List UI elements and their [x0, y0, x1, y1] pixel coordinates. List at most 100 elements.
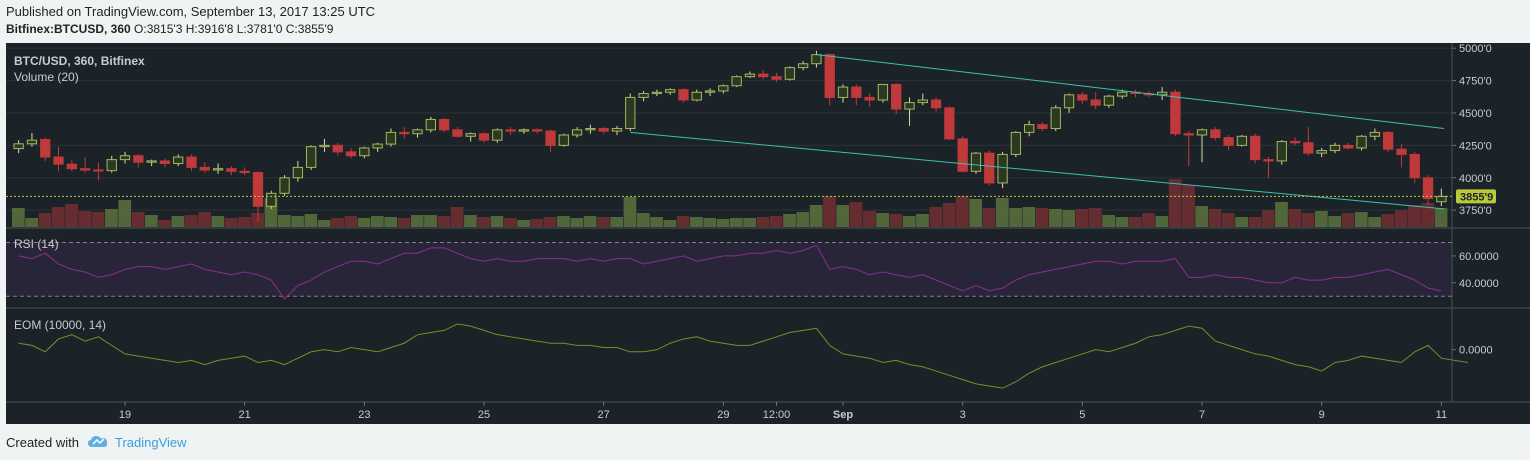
chart-svg[interactable]: BTC/USD, 360, Bitfinex Volume (20) 5000'… — [6, 43, 1530, 424]
volume-bar — [703, 218, 717, 227]
candle-body — [1409, 153, 1420, 179]
time-tick-label: Sep — [833, 409, 853, 421]
volume-bar — [1288, 209, 1302, 227]
candle-body — [585, 128, 596, 131]
volume-bar — [317, 220, 331, 227]
volume-bar — [583, 216, 597, 227]
candle-body — [399, 131, 410, 135]
candle-body — [944, 107, 955, 140]
volume-bar — [876, 213, 889, 227]
rsi-band-lines — [6, 241, 1452, 297]
ohlc-high-label: H: — [185, 22, 198, 36]
volume-bar — [902, 216, 916, 227]
candle-body — [704, 90, 716, 93]
volume-bar — [1208, 209, 1222, 227]
candle-body — [545, 130, 556, 146]
candle-body — [199, 166, 210, 171]
chart-container[interactable]: BTC/USD, 360, Bitfinex Volume (20) 5000'… — [6, 43, 1530, 424]
created-with-label: Created with — [6, 435, 79, 450]
volume-bar — [517, 220, 530, 227]
candle-body — [984, 152, 995, 184]
volume-bar — [1381, 214, 1395, 227]
candle-body — [1117, 91, 1128, 97]
volume-bar — [131, 212, 145, 227]
volume-bar — [410, 215, 424, 227]
time-tick-label: 23 — [358, 409, 370, 421]
eom-tick-label: 0.0000 — [1459, 345, 1493, 357]
volume-bar — [211, 216, 225, 227]
chart-background — [6, 43, 1530, 424]
candle-body — [864, 96, 875, 101]
eom-pane[interactable]: EOM (10000, 14) 0.0000 — [14, 318, 1493, 389]
volume-bar — [1195, 206, 1209, 227]
price-gridlines — [6, 47, 1452, 211]
candle-body — [1422, 177, 1434, 199]
volume-bar — [198, 212, 211, 227]
candle-body — [1316, 150, 1327, 154]
trend-channel — [630, 54, 1445, 210]
volume-bar — [1062, 210, 1076, 227]
candle-body — [598, 128, 609, 132]
tradingview-cloud-icon[interactable] — [87, 434, 109, 451]
volume-bar — [1115, 217, 1129, 227]
volume-bar — [676, 216, 690, 227]
candle-body — [1289, 140, 1301, 144]
candle-body — [518, 129, 530, 132]
candle-body — [1156, 91, 1168, 96]
volume-bar — [357, 218, 371, 227]
volume-bar — [995, 198, 1009, 227]
candle-body — [279, 177, 290, 194]
candle-body — [1383, 131, 1394, 150]
candle-body — [1369, 131, 1381, 137]
volume-bar — [464, 215, 477, 227]
rsi-tick-label: 40.0000 — [1459, 278, 1499, 290]
candle-body — [1050, 107, 1061, 130]
volume-bar — [371, 216, 384, 227]
volume-bar — [982, 208, 996, 227]
candle-body — [372, 143, 383, 149]
candle-body — [452, 129, 463, 137]
symbol-ohlc-line: Bitfinex:BTCUSD, 360 O:3815'3 H:3916'8 L… — [6, 22, 333, 36]
volume-bar — [730, 218, 743, 227]
volume-bar — [344, 216, 358, 227]
time-tick-label: 7 — [1199, 409, 1205, 421]
volume-bar — [836, 205, 850, 227]
ohlc-low-value: 3781'0 — [246, 22, 283, 36]
candle-body — [40, 139, 51, 158]
volume-bar — [889, 214, 903, 227]
candle-body — [1103, 95, 1115, 106]
time-tick-label: 29 — [717, 409, 729, 421]
volume-bars — [12, 179, 1448, 227]
candle-body — [345, 151, 357, 157]
candle-body — [678, 89, 689, 101]
candle-body — [1183, 133, 1194, 136]
candle-body — [13, 143, 24, 150]
volume-bar — [916, 214, 929, 227]
volume-bar — [105, 209, 118, 227]
candle-body — [106, 159, 117, 172]
volume-bar — [570, 218, 584, 227]
volume-bar — [716, 219, 730, 227]
volume-bar — [543, 217, 557, 227]
volume-label: Volume (20) — [14, 70, 79, 84]
price-pane[interactable]: BTC/USD, 360, Bitfinex Volume (20) 5000'… — [6, 43, 1496, 227]
candle-body — [319, 144, 330, 148]
volume-bar — [1394, 210, 1408, 227]
volume-bar — [1089, 208, 1102, 227]
rsi-pane-title: RSI (14) — [14, 237, 59, 251]
candle-body — [758, 73, 769, 78]
rsi-pane[interactable]: RSI (14) 60.0000 40.0000 — [6, 237, 1499, 300]
candle-body — [478, 133, 490, 141]
candle-body — [1010, 131, 1022, 155]
volume-bar — [78, 211, 92, 227]
tradingview-brand-link[interactable]: TradingView — [114, 435, 187, 450]
volume-bar — [823, 196, 836, 227]
volume-bar — [809, 205, 823, 227]
candle-body — [79, 168, 91, 171]
volume-bar — [158, 220, 171, 227]
volume-bar — [144, 215, 158, 227]
candle-body — [252, 172, 264, 207]
candle-body — [891, 83, 902, 110]
volume-bar — [65, 204, 78, 227]
